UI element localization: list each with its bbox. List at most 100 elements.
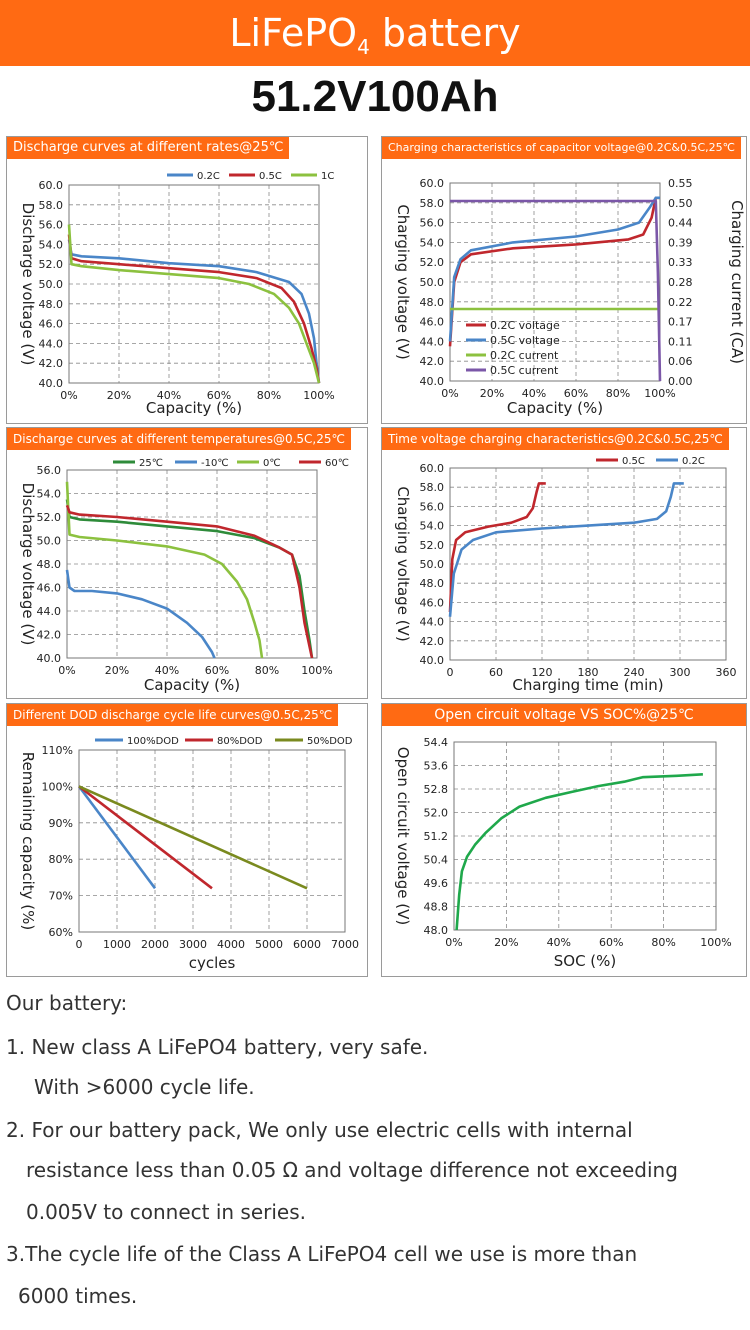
- y-axis-label: Discharge voltage (V): [19, 483, 37, 646]
- y-tick-label: 40.0: [37, 652, 62, 665]
- description-line: 0.005V to connect in series.: [26, 1200, 306, 1224]
- page-banner: LiFePO4 battery: [0, 0, 750, 66]
- series-line: [448, 482, 546, 613]
- y-tick-label: 58.0: [420, 197, 445, 210]
- x-tick-label: 240: [624, 666, 645, 679]
- description-line: With >6000 cycle life.: [34, 1075, 255, 1099]
- x-tick-label: 2000: [141, 938, 169, 951]
- x-tick-label: 60%: [207, 389, 231, 402]
- series-line: [65, 504, 314, 659]
- x-tick-label: 7000: [331, 938, 359, 951]
- y-tick-label: 50.0: [37, 535, 62, 548]
- y-tick-label: 52.0: [39, 258, 64, 271]
- legend-label: 0.5C voltage: [490, 334, 560, 347]
- y-tick-label: 56.0: [420, 217, 445, 230]
- y-tick-label: 40.0: [420, 375, 445, 388]
- y-tick-label: 60.0: [39, 179, 64, 192]
- x-tick-label: 40%: [547, 936, 571, 949]
- x-tick-label: 1000: [103, 938, 131, 951]
- chart-panel-charging-capacity: Charging characteristics of capacitor vo…: [381, 136, 747, 424]
- y-tick-label: 42.0: [420, 635, 445, 648]
- y-tick-label: 42.0: [39, 357, 64, 370]
- series-line: [67, 234, 321, 384]
- series-line: [78, 785, 308, 890]
- x-tick-label: 40%: [157, 389, 181, 402]
- y-tick-label: 54.4: [424, 736, 449, 749]
- y-axis-label: Open circuit voltage (V): [394, 747, 412, 925]
- plot-frame: [453, 741, 717, 931]
- x-tick-label: 3000: [179, 938, 207, 951]
- x-axis-label: Capacity (%): [507, 399, 603, 417]
- banner-title-subscript: 4: [357, 35, 370, 59]
- y2-tick-label: 0.06: [668, 355, 693, 368]
- x-tick-label: 0%: [445, 936, 462, 949]
- x-tick-label: 0: [447, 666, 454, 679]
- x-tick-label: 100%: [700, 936, 731, 949]
- x-tick-label: 6000: [293, 938, 321, 951]
- chart-panel-temperatures: Discharge curves at different temperatur…: [6, 427, 368, 699]
- chart-title: Different DOD discharge cycle life curve…: [7, 704, 339, 726]
- y-tick-label: 60%: [49, 926, 73, 939]
- y-tick-label: 58.0: [420, 481, 445, 494]
- y-tick-label: 46.0: [420, 316, 445, 329]
- y-tick-label: 48.0: [37, 558, 62, 571]
- y-tick-label: 44.0: [420, 335, 445, 348]
- y-axis-label: Discharge voltage (V): [19, 203, 37, 366]
- x-tick-label: 40%: [522, 387, 546, 400]
- legend-label: 1C: [321, 171, 334, 182]
- y-tick-label: 46.0: [37, 582, 62, 595]
- chart-title: Open circuit voltage VS SOC%@25℃: [382, 704, 746, 726]
- description-line: 2. For our battery pack, We only use ele…: [6, 1118, 633, 1142]
- series-line: [67, 239, 321, 384]
- y-tick-label: 52.0: [420, 256, 445, 269]
- description-line: 3.The cycle life of the Class A LiFePO4 …: [6, 1242, 638, 1266]
- series-line: [65, 481, 264, 659]
- y-tick-label: 46.0: [39, 318, 64, 331]
- y2-tick-label: 0.44: [668, 217, 693, 230]
- x-tick-label: 80%: [606, 387, 630, 400]
- y-tick-label: 60.0: [420, 177, 445, 190]
- y-tick-label: 49.6: [424, 877, 449, 890]
- y-tick-label: 100%: [42, 780, 73, 793]
- y-tick-label: 58.0: [39, 199, 64, 212]
- x-tick-label: 120: [532, 666, 553, 679]
- x-tick-label: 300: [670, 666, 691, 679]
- legend-label: 60℃: [325, 458, 349, 469]
- chart-ocv-soc: 48.0 48.8 49.6 50.4 51.2 52.0 52.8 53.6 54.4 0% 20…: [394, 736, 732, 970]
- y2-axis-label: Charging current (CA): [728, 200, 746, 364]
- description-line: 1. New class A LiFePO4 battery, very saf…: [6, 1035, 429, 1059]
- chart-title: Charging characteristics of capacitor vo…: [382, 137, 741, 159]
- x-tick-label: 20%: [107, 389, 131, 402]
- series-line: [77, 785, 157, 890]
- x-tick-label: 0%: [60, 389, 77, 402]
- x-tick-label: 60%: [564, 387, 588, 400]
- y-tick-label: 80%: [49, 853, 73, 866]
- y-tick-label: 50.4: [424, 854, 449, 867]
- x-tick-label: 5000: [255, 938, 283, 951]
- y-tick-label: 44.0: [420, 616, 445, 629]
- x-tick-label: 100%: [303, 389, 334, 402]
- x-tick-label: 4000: [217, 938, 245, 951]
- series-line: [65, 569, 216, 659]
- x-tick-label: 80%: [255, 664, 279, 677]
- chart-charging-capacity: 40.0 0.00 42.0 0.06 44.0 0.11 46.0 0.17 48.0 0.22…: [394, 177, 746, 417]
- chart-title: Time voltage charging characteristics@0.…: [382, 428, 729, 450]
- x-tick-label: 20%: [480, 387, 504, 400]
- y-tick-label: 50.0: [420, 276, 445, 289]
- chart-cycle-life: 60% 70% 80% 90% 100% 110% 0 1000 2000 3000 4000 500…: [19, 736, 359, 972]
- series-line: [450, 199, 662, 382]
- y-axis-label: Remaining capacity (%): [19, 752, 37, 930]
- y-tick-label: 60.0: [420, 462, 445, 475]
- x-tick-label: 60%: [599, 936, 623, 949]
- x-tick-label: 100%: [301, 664, 332, 677]
- y-axis-label: Charging voltage (V): [394, 204, 412, 359]
- y2-tick-label: 0.55: [668, 177, 693, 190]
- y-tick-label: 54.0: [420, 520, 445, 533]
- legend-label: 0.2C: [682, 456, 705, 467]
- chart-panel-ocv: Open circuit voltage VS SOC%@25℃ 48.0 48.…: [381, 703, 747, 977]
- y-tick-label: 46.0: [420, 596, 445, 609]
- y-tick-label: 52.0: [420, 539, 445, 552]
- x-axis-label: Charging time (min): [512, 676, 663, 694]
- series-line: [67, 224, 321, 384]
- y-tick-label: 40.0: [39, 377, 64, 390]
